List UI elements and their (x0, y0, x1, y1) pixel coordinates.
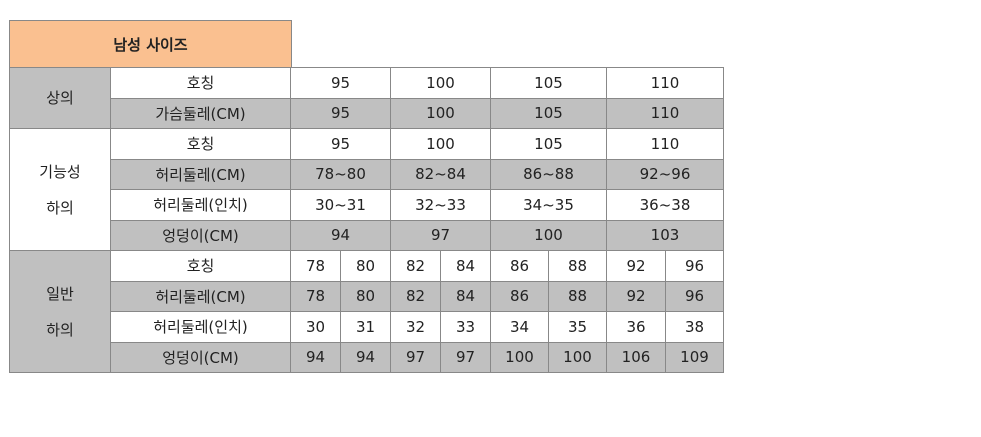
size-value: 100 (490, 341, 549, 373)
size-value: 100 (490, 219, 607, 251)
size-value: 110 (606, 128, 724, 160)
size-value: 110 (606, 67, 724, 99)
row-label: 허리둘레(CM) (110, 158, 291, 190)
size-value: 36 (606, 311, 666, 343)
table-row: 가슴둘레(CM) 95 100 105 110 (10, 97, 724, 129)
size-value: 32~33 (390, 189, 491, 221)
size-value: 94 (290, 341, 341, 373)
size-value: 80 (340, 280, 391, 312)
table-row: 기능성 하의 호칭 95 100 105 110 (9, 128, 724, 251)
table-row: 일반 하의 호칭 78 80 82 84 86 88 92 96 (9, 250, 724, 373)
size-value: 86~88 (490, 158, 607, 190)
size-value: 94 (340, 341, 391, 373)
size-value: 100 (390, 128, 491, 160)
size-value: 34~35 (490, 189, 607, 221)
size-value: 105 (490, 67, 607, 99)
size-value: 110 (606, 97, 724, 129)
table-row: 허리둘레(CM) 78~80 82~84 86~88 92~96 (10, 158, 724, 190)
size-value: 96 (665, 280, 724, 312)
size-value: 106 (606, 341, 666, 373)
size-value: 82 (390, 250, 441, 282)
size-value: 36~38 (606, 189, 724, 221)
size-value: 94 (290, 219, 391, 251)
size-value: 95 (290, 128, 391, 160)
table-row: 허리둘레(인치) 30 31 32 33 34 35 36 38 (10, 311, 724, 343)
table-row: 엉덩이(CM) 94 97 100 103 (10, 219, 724, 251)
table-title: 남성 사이즈 (9, 20, 292, 68)
size-value: 33 (440, 311, 491, 343)
size-value: 78 (290, 280, 341, 312)
size-value: 100 (548, 341, 607, 373)
size-value: 80 (340, 250, 391, 282)
size-value: 105 (490, 97, 607, 129)
size-value: 96 (665, 250, 724, 282)
size-value: 31 (340, 311, 391, 343)
size-value: 84 (440, 250, 491, 282)
top-wear-group-label: 상의 (9, 67, 111, 129)
size-value: 103 (606, 219, 724, 251)
size-value: 82~84 (390, 158, 491, 190)
size-value: 34 (490, 311, 549, 343)
row-label: 엉덩이(CM) (110, 219, 291, 251)
functional-pants-group-label: 기능성 하의 (9, 128, 111, 251)
row-label: 호칭 (110, 250, 291, 282)
size-value: 84 (440, 280, 491, 312)
table-row: 엉덩이(CM) 94 94 97 97 100 100 106 109 (10, 341, 724, 373)
size-value: 92 (606, 250, 666, 282)
size-value: 30~31 (290, 189, 391, 221)
row-label: 허리둘레(인치) (110, 189, 291, 221)
size-value: 92 (606, 280, 666, 312)
size-value: 78~80 (290, 158, 391, 190)
size-value: 32 (390, 311, 441, 343)
size-value: 97 (390, 341, 441, 373)
size-value: 105 (490, 128, 607, 160)
row-label: 호칭 (110, 128, 291, 160)
size-value: 38 (665, 311, 724, 343)
size-value: 97 (440, 341, 491, 373)
size-value: 78 (290, 250, 341, 282)
regular-pants-group-label: 일반 하의 (9, 250, 111, 373)
size-value: 82 (390, 280, 441, 312)
size-value: 109 (665, 341, 724, 373)
size-value: 92~96 (606, 158, 724, 190)
size-value: 95 (290, 67, 391, 99)
size-value: 35 (548, 311, 607, 343)
size-value: 95 (290, 97, 391, 129)
table-row: 허리둘레(CM) 78 80 82 84 86 88 92 96 (10, 280, 724, 312)
table-row: 상의 호칭 95 100 105 110 (9, 67, 724, 129)
size-table: 상의 호칭 95 100 105 110 가슴둘레(CM) 95 100 105 110 기능성 하의… (9, 67, 724, 373)
row-label: 허리둘레(인치) (110, 311, 291, 343)
size-value: 88 (548, 280, 607, 312)
row-label: 엉덩이(CM) (110, 341, 291, 373)
row-label: 허리둘레(CM) (110, 280, 291, 312)
row-label: 호칭 (110, 67, 291, 99)
row-label: 가슴둘레(CM) (110, 97, 291, 129)
table-row: 허리둘레(인치) 30~31 32~33 34~35 36~38 (10, 189, 724, 221)
size-value: 97 (390, 219, 491, 251)
size-value: 100 (390, 67, 491, 99)
size-value: 100 (390, 97, 491, 129)
size-value: 30 (290, 311, 341, 343)
size-value: 86 (490, 280, 549, 312)
size-value: 86 (490, 250, 549, 282)
size-value: 88 (548, 250, 607, 282)
